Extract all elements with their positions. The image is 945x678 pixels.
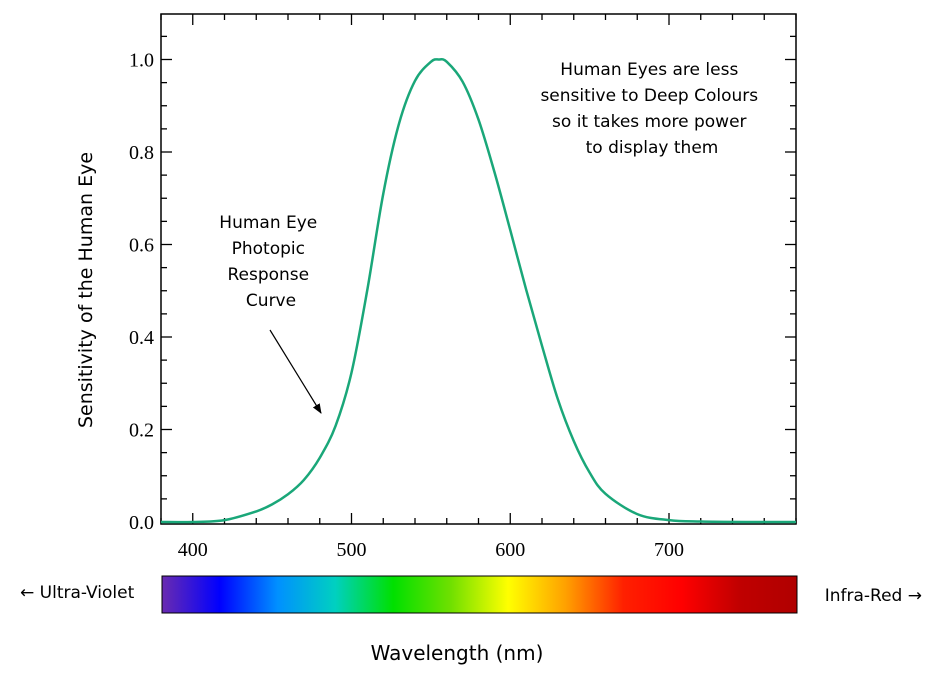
- axis-tick-labels: 400 500 600 700 0.0 0.2 0.4 0.6 0.8 1.0: [129, 50, 684, 562]
- x-tick-label: 700: [654, 539, 684, 561]
- note-line: to display them: [586, 138, 719, 158]
- x-tick-label: 500: [337, 539, 367, 561]
- x-axis-label: Wavelength (nm): [371, 641, 544, 665]
- curve-label-line: Human Eye: [219, 213, 317, 233]
- curve-label-line: Curve: [246, 291, 296, 311]
- note-line: so it takes more power: [552, 112, 746, 132]
- curve-label: Human Eye Photopic Response Curve: [219, 213, 322, 311]
- x-tick-label: 400: [178, 539, 208, 561]
- y-tick-label: 0.8: [129, 142, 154, 164]
- y-tick-label: 1.0: [129, 50, 154, 72]
- y-tick-label: 0.0: [129, 512, 154, 534]
- y-tick-label: 0.2: [129, 420, 154, 442]
- x-tick-label: 600: [495, 539, 525, 561]
- note-annotation: Human Eyes are less sensitive to Deep Co…: [540, 60, 763, 158]
- y-axis-label: Sensitivity of the Human Eye: [75, 152, 97, 428]
- axis-ticks: [160, 14, 797, 524]
- annotation-arrow: [269, 329, 322, 414]
- infra-red-label: Infra-Red →: [825, 586, 922, 606]
- ultra-violet-label: ← Ultra-Violet: [20, 583, 135, 603]
- y-tick-label: 0.4: [129, 327, 154, 349]
- spectrum-bar: [161, 575, 798, 614]
- sensitivity-curve: [160, 58, 797, 524]
- curve-label-line: Photopic: [232, 239, 305, 259]
- note-line: Human Eyes are less: [560, 60, 738, 80]
- y-tick-label: 0.6: [129, 235, 154, 257]
- curve-label-line: Response: [227, 265, 309, 285]
- note-line: sensitive to Deep Colours: [540, 86, 758, 106]
